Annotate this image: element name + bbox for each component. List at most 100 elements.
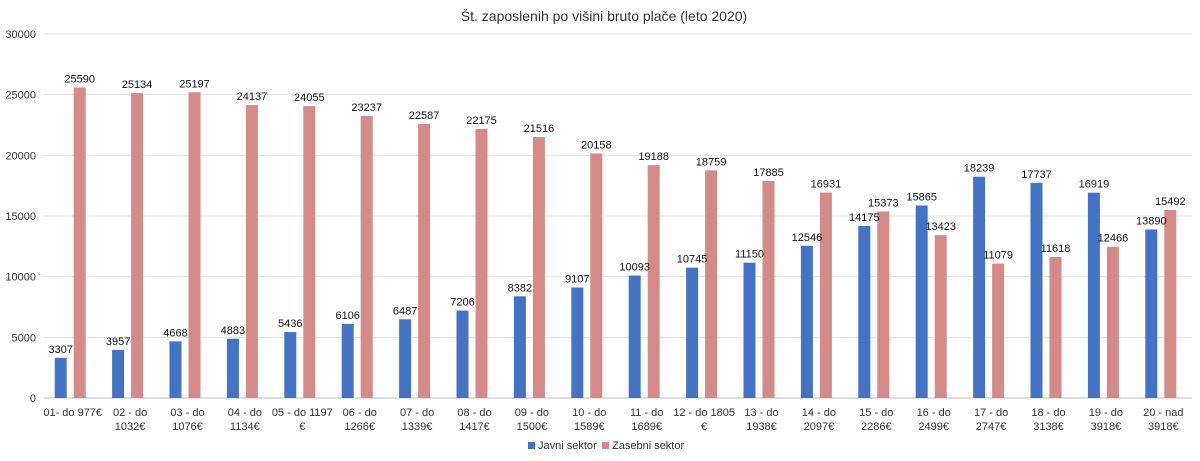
bar-zasebni <box>819 192 832 398</box>
data-label: 8382 <box>508 282 532 294</box>
bar-zasebni <box>475 128 488 398</box>
x-tick-label: 16 - do 2499€ <box>917 407 951 433</box>
x-tick-label: 09 - do 1500€ <box>515 407 549 433</box>
x-tick-label: 03 - do 1076€ <box>170 407 204 433</box>
bar-javni <box>858 226 871 398</box>
legend-entry: Zasebni sektor <box>612 440 684 452</box>
x-tick-label: 14 - do 2097€ <box>802 407 836 433</box>
bar-zasebni <box>73 87 86 399</box>
bar-javni <box>973 176 986 398</box>
data-label: 24055 <box>294 92 325 104</box>
x-tick-label: 05 - do 1197 € <box>272 407 333 433</box>
bar-javni <box>1087 192 1100 398</box>
x-tick-label: 04 - do 1134€ <box>228 407 262 433</box>
data-label: 16919 <box>1079 179 1110 191</box>
bar-zasebni <box>418 123 431 398</box>
legend-entry: Javni sektor <box>538 440 597 452</box>
data-label: 24137 <box>237 91 268 103</box>
data-label: 17737 <box>1021 169 1052 181</box>
bar-zasebni <box>762 180 775 398</box>
bar-javni <box>341 323 354 398</box>
data-label: 15492 <box>1155 196 1186 208</box>
x-tick-label: 18 - do 3138€ <box>1031 407 1065 433</box>
data-label: 11079 <box>983 250 1013 262</box>
data-label: 4668 <box>163 327 187 339</box>
x-tick-label: 02 - do 1032€ <box>113 407 147 433</box>
bar-zasebni <box>590 153 603 398</box>
bar-javni <box>800 245 813 398</box>
bar-zasebni <box>934 235 947 398</box>
bar-zasebni <box>1106 246 1119 398</box>
bar-zasebni <box>1049 257 1062 398</box>
bar-javni <box>513 296 526 398</box>
data-label: 25590 <box>64 74 95 86</box>
bar-javni <box>456 310 469 398</box>
data-label: 25134 <box>122 79 153 91</box>
bar-zasebni <box>705 170 718 398</box>
data-label: 12546 <box>792 232 823 244</box>
bar-zasebni <box>303 106 316 399</box>
x-tick-label: 20 - nad 3918€ <box>1143 407 1183 433</box>
x-tick-label: 06 - do 1266€ <box>343 407 377 433</box>
x-tick-label: 17 - do 2747€ <box>974 407 1008 433</box>
data-label: 12466 <box>1098 233 1129 245</box>
bar-zasebni <box>992 263 1005 398</box>
data-label: 10093 <box>619 262 650 274</box>
data-label: 13890 <box>1136 215 1167 227</box>
data-label: 21516 <box>524 123 555 135</box>
data-label: 22587 <box>409 110 440 122</box>
bar-javni <box>628 275 641 398</box>
bar-javni <box>686 267 699 398</box>
data-label: 18759 <box>696 156 727 168</box>
x-axis-ticks: 01- do 977€ 02 - do 1032€ 03 - do 1076€ 04 - … <box>43 407 1183 433</box>
bar-javni <box>226 338 239 398</box>
legend-swatch <box>602 442 609 449</box>
bar-zasebni <box>647 165 660 398</box>
y-tick-label: 0 <box>30 393 36 405</box>
legend: Javni sektor Zasebni sektor <box>528 440 684 452</box>
y-tick-label: 25000 <box>5 90 36 102</box>
data-label: 17885 <box>753 167 784 179</box>
bar-zasebni <box>532 136 545 398</box>
bars <box>54 87 1177 399</box>
legend-swatch <box>528 442 535 449</box>
data-label: 20158 <box>581 139 612 151</box>
bar-zasebni <box>131 93 144 398</box>
data-label: 6106 <box>335 310 359 322</box>
data-label: 19188 <box>638 151 669 163</box>
data-label: 6487 <box>393 305 417 317</box>
data-label: 25197 <box>179 78 210 90</box>
x-tick-label: 19 - do 3918€ <box>1089 407 1123 433</box>
data-label: 3307 <box>48 344 72 356</box>
data-label: 11618 <box>1041 243 1071 255</box>
x-tick-label: 15 - do 2286€ <box>859 407 893 433</box>
bar-zasebni <box>188 92 201 398</box>
bar-zasebni <box>1164 210 1177 398</box>
y-axis-ticks: 0 5000 10000 15000 20000 25000 30000 <box>5 29 36 405</box>
gridlines <box>44 33 1192 399</box>
data-label: 23237 <box>351 102 382 114</box>
data-label: 11150 <box>735 249 764 261</box>
bar-javni <box>571 287 584 398</box>
x-tick-label: 10 - do 1589€ <box>572 407 606 433</box>
bar-javni <box>399 319 412 398</box>
data-label: 5436 <box>278 318 302 330</box>
x-tick-label: 01- do 977€ <box>43 407 102 419</box>
x-tick-label: 11 - do 1689€ <box>630 407 663 433</box>
data-labels: 3307 25590 3957 25134 4668 25197 4883 24137 5436… <box>48 74 1185 356</box>
bar-javni <box>915 205 928 398</box>
data-label: 22175 <box>466 115 497 127</box>
data-label: 15373 <box>868 197 899 209</box>
data-label: 14175 <box>849 212 880 224</box>
bar-javni <box>169 341 182 398</box>
bar-zasebni <box>360 116 373 398</box>
bar-javni <box>54 357 67 398</box>
x-tick-label: 08 - do 1417€ <box>457 407 491 433</box>
data-label: 18239 <box>964 163 995 175</box>
y-tick-label: 5000 <box>12 332 36 344</box>
y-tick-label: 10000 <box>5 272 36 284</box>
x-tick-label: 07 - do 1339€ <box>400 407 434 433</box>
bar-zasebni <box>877 211 890 398</box>
